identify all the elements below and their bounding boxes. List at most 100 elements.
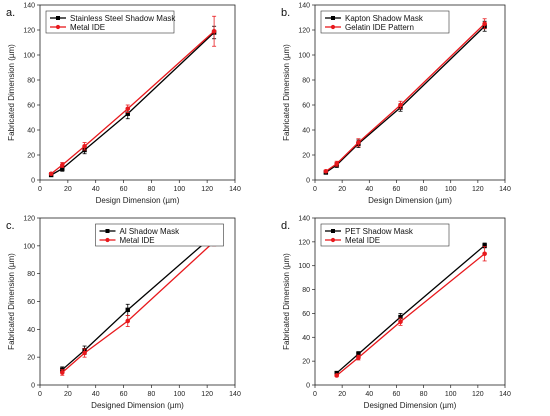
x-tick-label: 100 [173, 186, 185, 193]
y-tick-label: 80 [302, 78, 310, 85]
x-tick-label: 120 [472, 391, 484, 398]
legend-box [320, 223, 450, 247]
x-tick-label: 40 [92, 186, 100, 193]
data-point [334, 373, 340, 378]
plot-frame [314, 4, 506, 181]
x-tick-label: 140 [229, 391, 241, 398]
y-tick-label: 120 [298, 28, 310, 35]
y-tick-label: 80 [302, 287, 310, 294]
y-axis-title: Fabricated Dimension (µm) [7, 253, 16, 350]
y-tick-label: 0 [306, 178, 310, 185]
legend-box [95, 223, 224, 247]
panel-letter: c. [6, 220, 15, 232]
x-tick-label: 20 [64, 391, 72, 398]
legend-label: PET Shadow Mask [345, 227, 414, 236]
x-tick-label: 60 [393, 186, 401, 193]
legend-label: Al Shadow Mask [120, 227, 181, 236]
y-tick-label: 20 [27, 153, 35, 160]
y-tick-label: 20 [302, 359, 310, 366]
data-point [356, 140, 361, 145]
plot-frame [39, 4, 236, 181]
y-tick-label: 140 [23, 3, 35, 10]
y-tick-label: 40 [302, 335, 310, 342]
x-axis-title: Design Dimension (µm) [96, 196, 180, 205]
legend-swatch-marker [331, 16, 335, 20]
x-axis-title: Design Dimension (µm) [368, 196, 452, 205]
x-tick-label: 60 [120, 186, 128, 193]
y-tick-label: 100 [23, 243, 35, 250]
y-tick-label: 40 [302, 128, 310, 135]
series-line [336, 244, 486, 374]
series-line [336, 253, 486, 376]
y-tick-label: 40 [27, 327, 35, 334]
y-tick-label: 60 [27, 299, 35, 306]
data-point [82, 350, 87, 356]
x-tick-label: 60 [393, 391, 401, 398]
legend-box [45, 10, 175, 34]
y-axis-title: Fabricated Dimension (µm) [282, 253, 291, 350]
data-point [125, 318, 131, 324]
x-tick-label: 100 [173, 391, 185, 398]
legend-label: Gelatin IDE Pattern [345, 23, 414, 32]
y-tick-label: 120 [23, 216, 35, 223]
x-tick-label: 80 [420, 186, 428, 193]
data-point [398, 319, 403, 325]
x-tick-label: 0 [313, 391, 317, 398]
legend-label: Stainless Steel Shadow Mask [70, 14, 176, 23]
x-tick-label: 20 [338, 186, 346, 193]
data-point [398, 102, 403, 108]
y-tick-label: 140 [298, 3, 310, 10]
x-tick-label: 140 [229, 186, 241, 193]
x-tick-label: 140 [499, 391, 511, 398]
legend-label: Metal IDE [120, 236, 155, 245]
data-point [59, 370, 65, 375]
legend-box [320, 10, 450, 34]
data-point [211, 28, 217, 34]
data-point [334, 161, 340, 167]
y-tick-label: 60 [302, 103, 310, 110]
x-axis-title: Designed Dimension (µm) [91, 401, 184, 410]
y-axis-title: Fabricated Dimension (µm) [282, 44, 291, 141]
y-tick-label: 20 [302, 153, 310, 160]
panel-letter: a. [6, 7, 15, 19]
legend-swatch-marker [105, 237, 110, 243]
y-tick-label: 20 [27, 355, 35, 362]
y-tick-label: 0 [306, 383, 310, 390]
x-tick-label: 120 [201, 391, 213, 398]
x-tick-label: 0 [313, 186, 317, 193]
y-tick-label: 0 [31, 178, 35, 185]
chart-panel-b: b. 0 20 40 60 80 100 120 140 0 20 40 60 80 100 120 140 De… [281, 3, 511, 206]
x-tick-label: 120 [201, 186, 213, 193]
plot-frame [314, 217, 506, 386]
data-point [334, 370, 339, 376]
x-tick-label: 20 [338, 391, 346, 398]
x-tick-label: 140 [499, 186, 511, 193]
x-tick-label: 120 [472, 186, 484, 193]
y-tick-label: 80 [27, 271, 35, 278]
y-tick-label: 120 [298, 239, 310, 246]
y-tick-label: 100 [298, 263, 310, 270]
y-tick-label: 80 [27, 78, 35, 85]
data-point [60, 166, 65, 171]
chart-panel-a: a. 0 20 40 60 80 100 120 140 0 20 40 60 80 100 120 140 De… [6, 3, 241, 206]
y-tick-label: 40 [27, 128, 35, 135]
y-tick-label: 120 [23, 28, 35, 35]
x-tick-label: 40 [365, 391, 373, 398]
legend-label: Kapton Shadow Mask [345, 14, 424, 23]
y-tick-label: 60 [302, 311, 310, 318]
data-point [125, 111, 130, 116]
x-axis-title: Designed Dimension (µm) [364, 401, 457, 410]
series-line [61, 241, 215, 373]
legend-swatch-marker [105, 229, 110, 233]
legend-label: Metal IDE [345, 236, 380, 245]
x-tick-label: 0 [38, 186, 42, 193]
series-line [61, 234, 215, 371]
x-tick-label: 60 [120, 391, 128, 398]
y-tick-label: 60 [27, 103, 35, 110]
y-tick-label: 100 [298, 53, 310, 60]
data-point [398, 314, 403, 320]
legend-label: Metal IDE [70, 23, 105, 32]
data-point [48, 171, 54, 177]
